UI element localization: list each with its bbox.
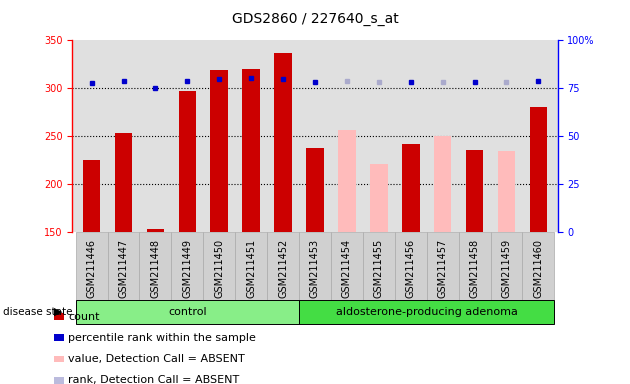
FancyBboxPatch shape [427,232,459,300]
FancyBboxPatch shape [459,232,491,300]
Bar [338,130,356,232]
FancyBboxPatch shape [299,232,331,300]
Bar [370,164,387,232]
FancyBboxPatch shape [395,232,427,300]
Text: GSM211450: GSM211450 [214,239,224,298]
Text: aldosterone-producing adenoma: aldosterone-producing adenoma [336,307,518,317]
Text: rank, Detection Call = ABSENT: rank, Detection Call = ABSENT [68,375,239,384]
Text: GSM211446: GSM211446 [86,239,96,298]
FancyBboxPatch shape [331,232,363,300]
FancyBboxPatch shape [235,232,267,300]
FancyBboxPatch shape [267,232,299,300]
FancyBboxPatch shape [76,300,299,324]
Bar [210,70,228,232]
FancyBboxPatch shape [76,232,108,300]
Text: GSM211447: GSM211447 [118,239,129,298]
Text: percentile rank within the sample: percentile rank within the sample [68,333,256,343]
Text: control: control [168,307,207,317]
Bar [306,148,324,232]
Text: ▶: ▶ [54,307,63,317]
Text: count: count [68,312,100,322]
FancyBboxPatch shape [139,232,171,300]
FancyBboxPatch shape [522,232,554,300]
FancyBboxPatch shape [491,232,522,300]
FancyBboxPatch shape [363,232,395,300]
Text: GSM211454: GSM211454 [342,239,352,298]
Text: GSM211456: GSM211456 [406,239,416,298]
Text: GSM211459: GSM211459 [501,239,512,298]
Bar [115,134,132,232]
Text: GSM211448: GSM211448 [151,239,161,298]
Bar [434,136,452,232]
Bar [530,107,547,232]
Text: disease state: disease state [3,307,72,317]
Text: value, Detection Call = ABSENT: value, Detection Call = ABSENT [68,354,245,364]
FancyBboxPatch shape [203,232,235,300]
Text: GSM211449: GSM211449 [182,239,192,298]
Bar [147,230,164,232]
FancyBboxPatch shape [171,232,203,300]
FancyBboxPatch shape [108,232,139,300]
Text: GSM211458: GSM211458 [469,239,479,298]
Text: GDS2860 / 227640_s_at: GDS2860 / 227640_s_at [232,12,398,25]
Bar [498,151,515,232]
Bar [274,53,292,232]
Text: GSM211453: GSM211453 [310,239,320,298]
Text: GSM211460: GSM211460 [534,239,544,298]
FancyBboxPatch shape [299,300,554,324]
Text: GSM211455: GSM211455 [374,239,384,298]
Text: GSM211452: GSM211452 [278,239,288,298]
Bar [243,69,260,232]
Text: GSM211457: GSM211457 [438,239,448,298]
Text: GSM211451: GSM211451 [246,239,256,298]
Bar [178,91,196,232]
Bar [466,150,483,232]
Bar [402,144,420,232]
Bar [83,161,100,232]
